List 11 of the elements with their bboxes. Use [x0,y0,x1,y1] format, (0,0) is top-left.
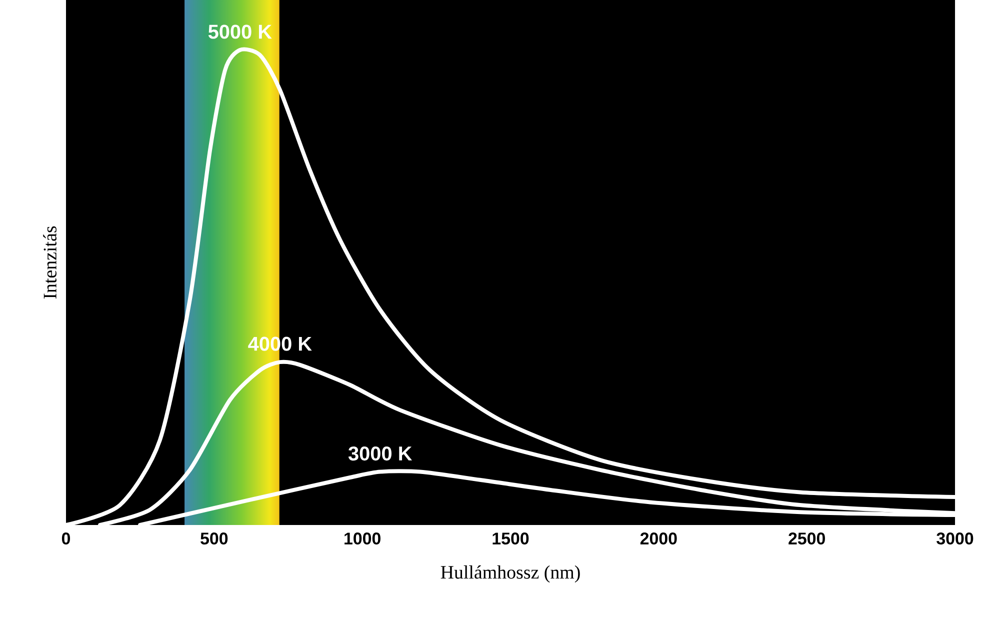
x-axis-title: Hullámhossz (nm) [440,565,580,583]
x-tick-label: 500 [200,532,228,545]
x-tick-label: 0 [62,532,70,545]
x-tick-label: 1000 [344,532,380,545]
x-tick-label: 1500 [492,532,529,545]
series-label: 5000 K [208,24,272,39]
series-label: 3000 K [348,446,412,461]
x-tick-label: 3000 [936,532,974,545]
x-tick-label: 2500 [788,532,825,545]
x-tick-label: 2000 [640,532,677,545]
y-axis-title: Intenzitás [43,226,56,299]
